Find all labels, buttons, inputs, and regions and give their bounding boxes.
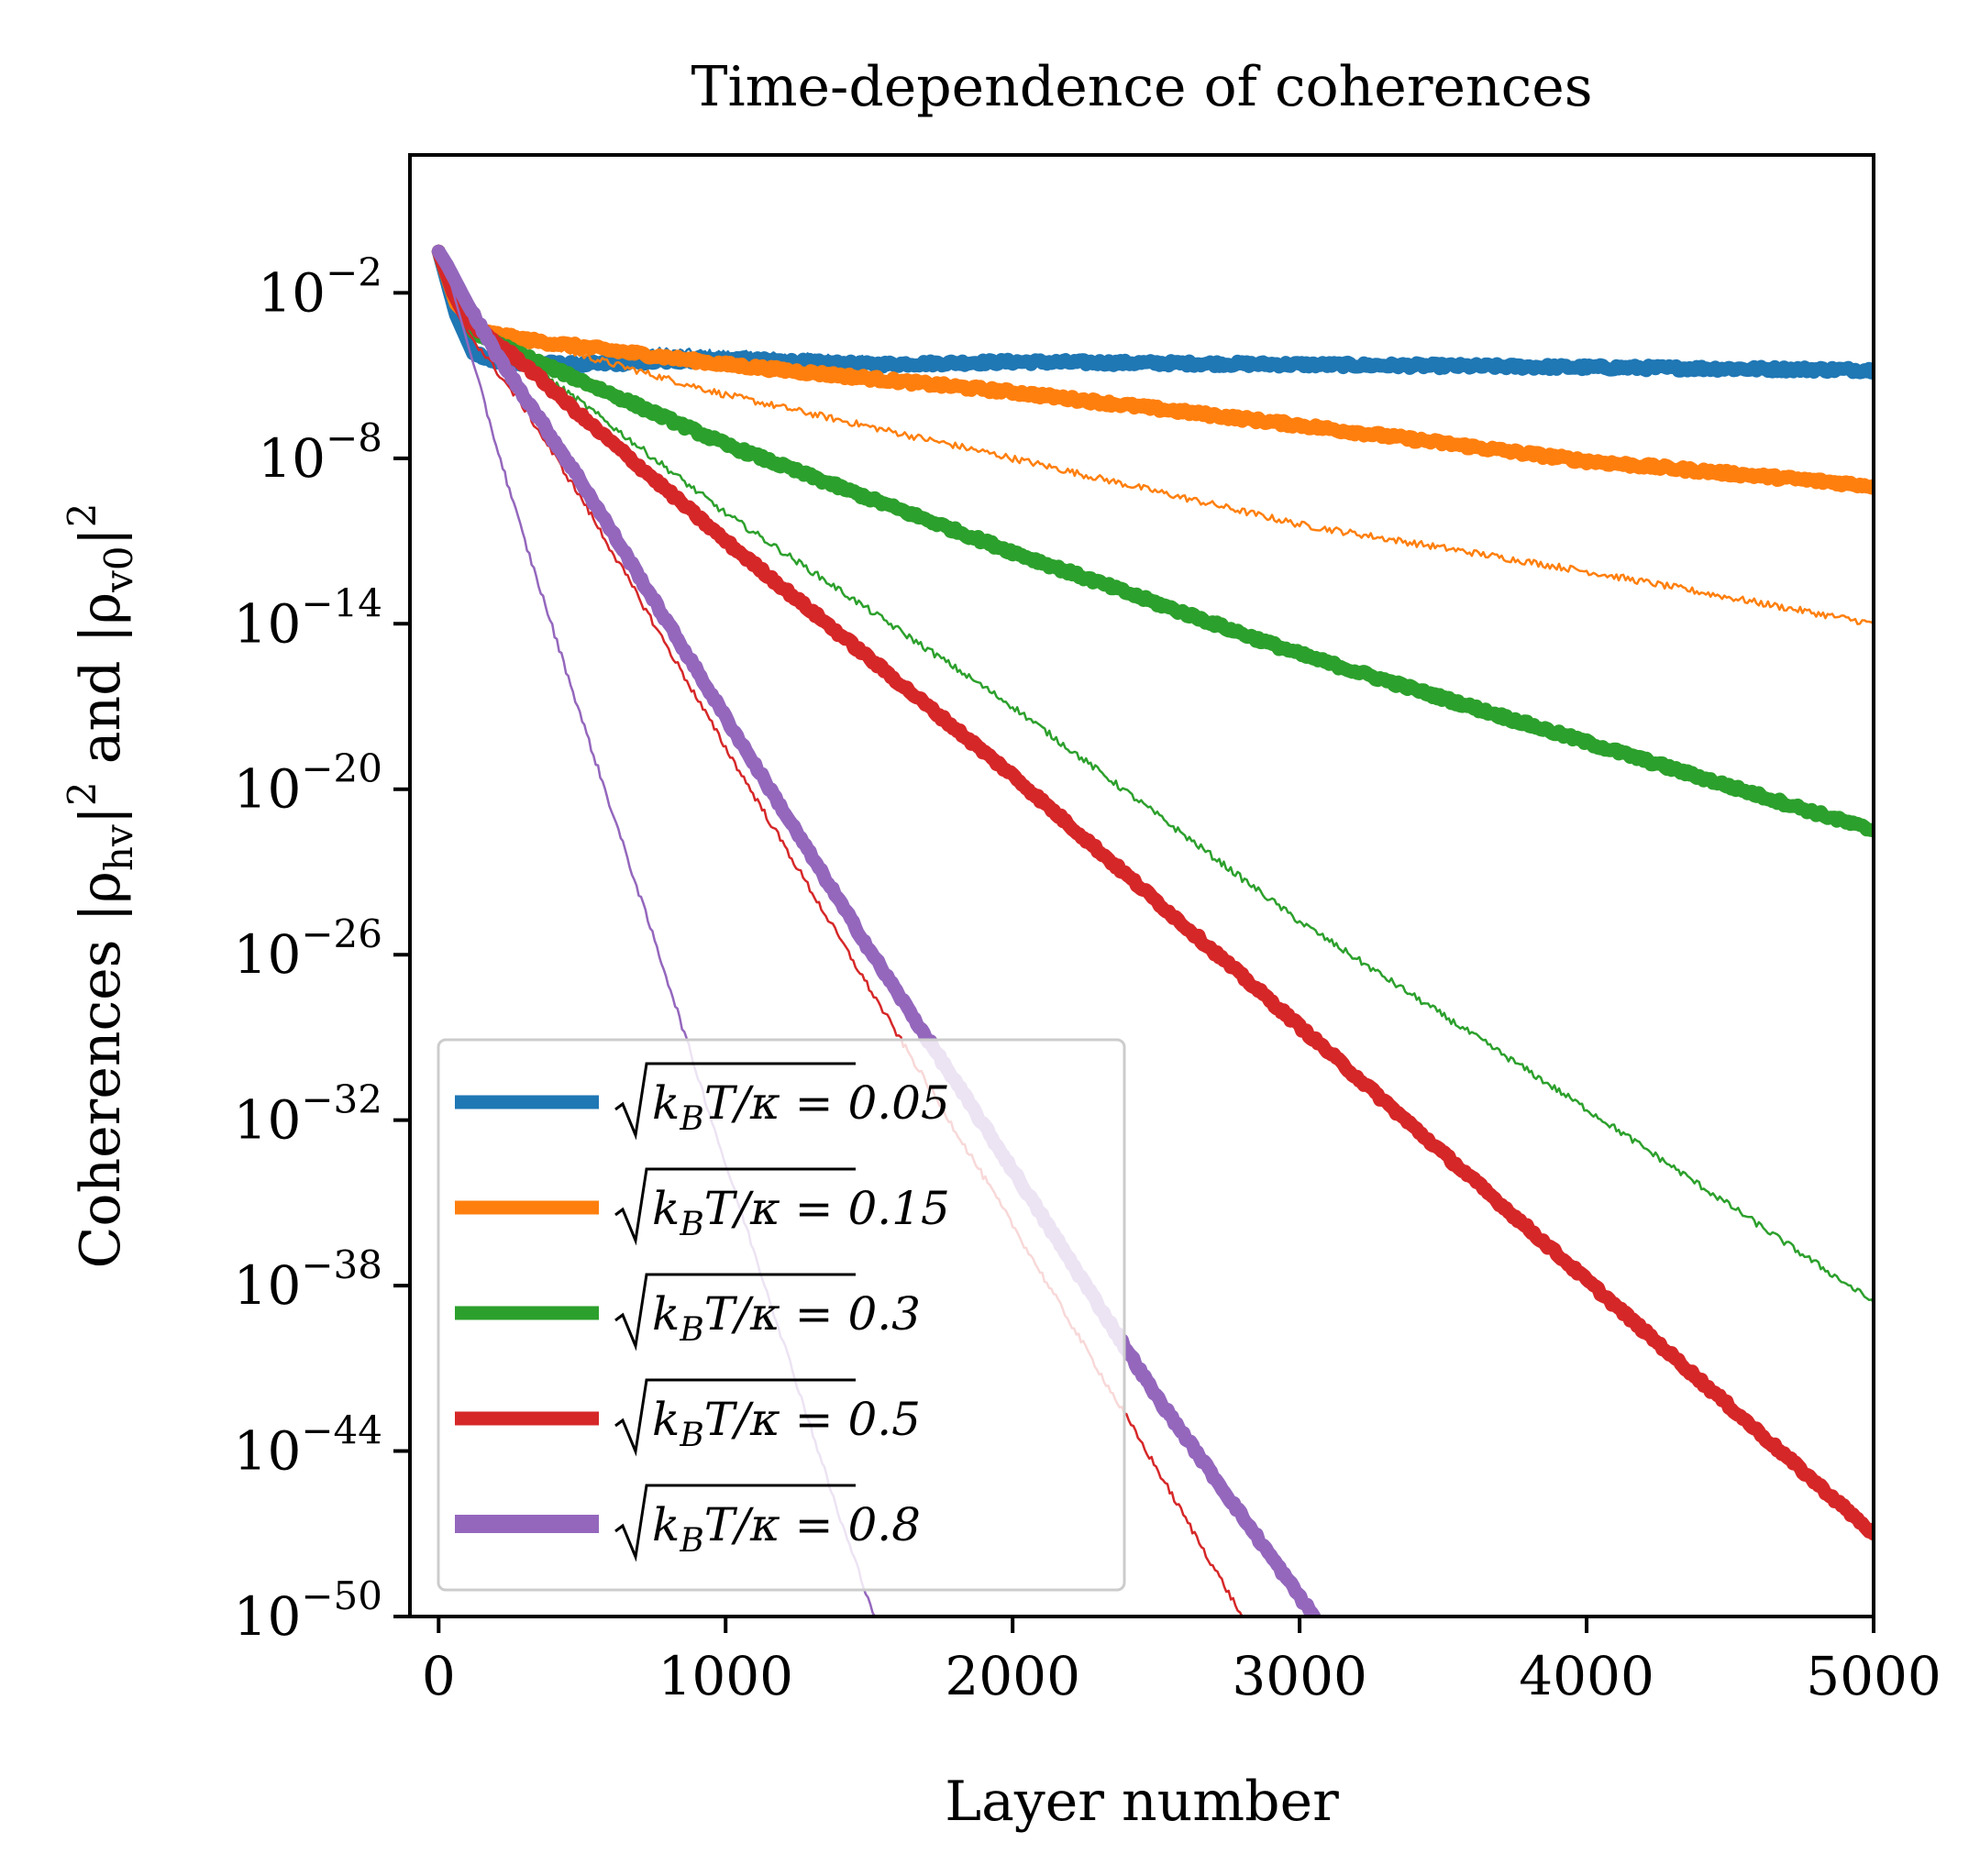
legend-box bbox=[437, 1038, 1126, 1592]
y-tick-label: 10−2 bbox=[258, 249, 382, 324]
legend-label: kBT/κ = 0.3 bbox=[652, 1287, 921, 1349]
radical-sign-icon bbox=[614, 1062, 856, 1141]
x-tick-label: 5000 bbox=[1806, 1645, 1941, 1707]
y-axis-ticks: 10−2 10−8 10−14 10−20 10−26 10−32 10−38 10−44 10… bbox=[234, 249, 410, 1648]
legend-label: kBT/κ = 0.05 bbox=[652, 1076, 950, 1138]
radical-sign-icon bbox=[614, 1378, 856, 1457]
x-axis-ticks: 0 1000 2000 3000 4000 5000 bbox=[422, 1617, 1941, 1707]
radical-sign-icon bbox=[614, 1167, 856, 1246]
series-3-thick-line bbox=[431, 244, 1874, 838]
legend-label: kBT/κ = 0.15 bbox=[652, 1182, 950, 1243]
series-layer bbox=[431, 244, 1874, 1617]
x-tick-label: 2000 bbox=[945, 1645, 1080, 1707]
y-tick-label: 10−8 bbox=[258, 415, 382, 490]
legend-item-2: kBT/κ = 0.15 bbox=[455, 1167, 950, 1246]
series-3 bbox=[431, 244, 1874, 1304]
y-tick-label: 10−38 bbox=[234, 1242, 382, 1317]
x-axis-label: Layer number bbox=[945, 1770, 1339, 1834]
plot-frame bbox=[408, 153, 1875, 1618]
series-3-thin-line bbox=[437, 250, 1874, 1304]
y-tick-label: 10−20 bbox=[234, 746, 382, 821]
legend-item-3: kBT/κ = 0.3 bbox=[455, 1273, 921, 1352]
legend-label: kBT/κ = 0.5 bbox=[652, 1393, 921, 1454]
legend: kBT/κ = 0.05 kBT/κ = 0.15 kBT/κ = 0.3 kBT/κ… bbox=[437, 1038, 1126, 1592]
legend-label: kBT/κ = 0.8 bbox=[652, 1498, 921, 1560]
y-tick-label: 10−50 bbox=[234, 1573, 382, 1648]
legend-item-4: kBT/κ = 0.5 bbox=[455, 1378, 921, 1457]
series-2-thick-line bbox=[431, 244, 1874, 495]
series-2 bbox=[431, 244, 1874, 625]
x-tick-label: 1000 bbox=[658, 1645, 793, 1707]
legend-item-1: kBT/κ = 0.05 bbox=[455, 1062, 950, 1141]
y-axis-label: Coherences |ρhv|2 and |ρv0|2 bbox=[60, 502, 141, 1268]
x-tick-label: 0 bbox=[422, 1645, 456, 1707]
legend-item-5: kBT/κ = 0.8 bbox=[455, 1484, 921, 1562]
series-5-thick-line bbox=[431, 244, 1322, 1617]
series-4-thick-line bbox=[431, 244, 1874, 1541]
y-tick-label: 10−44 bbox=[234, 1408, 382, 1483]
x-tick-label: 4000 bbox=[1519, 1645, 1654, 1707]
y-tick-label: 10−32 bbox=[234, 1077, 382, 1152]
x-tick-label: 3000 bbox=[1232, 1645, 1367, 1707]
radical-sign-icon bbox=[614, 1273, 856, 1352]
series-2-thin-line bbox=[437, 250, 1874, 625]
chart-title: Time-dependence of coherences bbox=[691, 55, 1592, 119]
y-tick-label: 10−14 bbox=[234, 580, 382, 655]
y-tick-label: 10−26 bbox=[234, 911, 382, 986]
radical-sign-icon bbox=[614, 1484, 856, 1562]
